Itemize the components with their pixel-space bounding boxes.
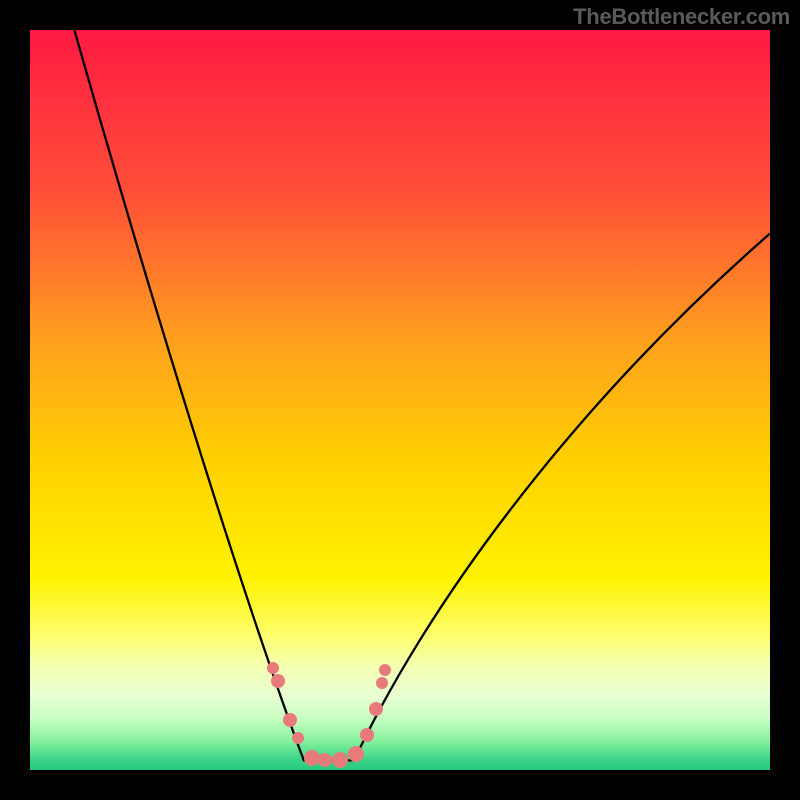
curve-marker-dot: [271, 674, 285, 688]
curve-marker-dot: [292, 732, 304, 744]
curve-marker-dot: [376, 677, 388, 689]
curve-marker-dot: [348, 746, 364, 762]
curve-markers: [30, 30, 770, 770]
curve-marker-dot: [379, 664, 391, 676]
curve-marker-dot: [318, 753, 332, 767]
curve-marker-dot: [360, 728, 374, 742]
plot-area: [30, 30, 770, 770]
watermark-text: TheBottlenecker.com: [573, 4, 790, 30]
figure-root: TheBottlenecker.com: [0, 0, 800, 800]
curve-marker-dot: [332, 752, 348, 768]
curve-marker-dot: [267, 662, 279, 674]
curve-marker-dot: [369, 702, 383, 716]
curve-marker-dot: [283, 713, 297, 727]
